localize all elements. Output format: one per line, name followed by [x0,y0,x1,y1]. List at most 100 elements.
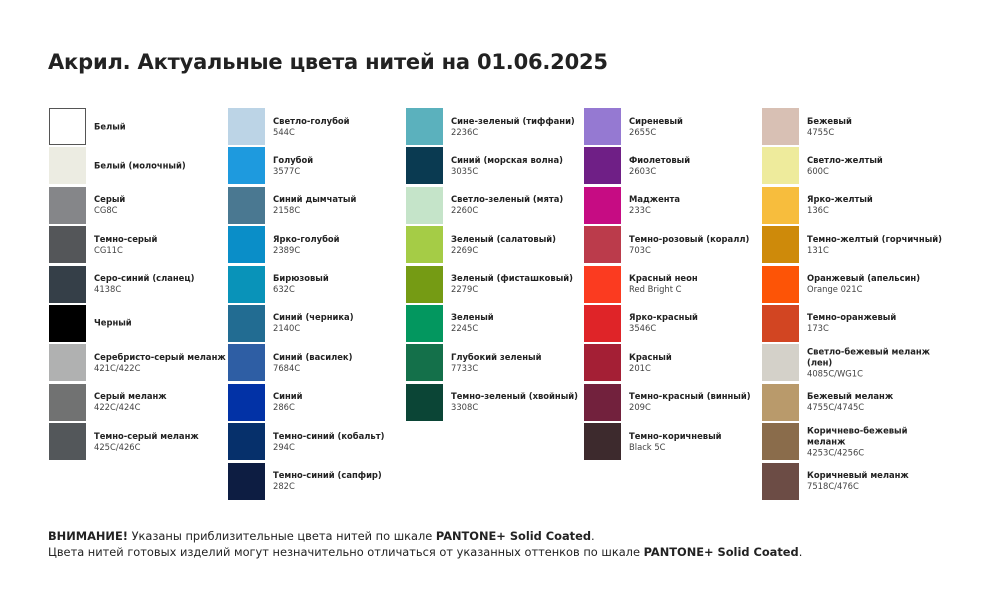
note-end: . [590,529,595,543]
pantone-code: 286C [273,402,295,413]
color-label: Сиреневый 2655C [629,116,769,138]
color-swatch [49,344,86,382]
color-item: Бежевый меланж 4755C/4745C [762,383,942,421]
color-name: Маджента [629,194,681,205]
color-swatch [762,186,799,224]
color-item: Темно-синий (кобальт) 294C [228,423,408,461]
color-column: Бежевый 4755C Светло-желтый 600C Ярко-желтый… [762,108,942,502]
color-name: Оранжевый (апельсин) [807,273,921,284]
color-item: Синий дымчатый 2158C [228,186,408,224]
color-name: Бежевый [807,115,852,126]
pantone-code: 2260C [451,205,479,216]
color-item: Зеленый (салатовый) 2269C [406,226,586,264]
color-swatch [406,344,443,382]
pantone-code: 7684C [273,362,301,373]
color-label: Ярко-красный 3546C [629,312,769,334]
pantone-code: 2140C [273,323,301,334]
pantone-code: 2269C [451,244,479,255]
color-name: Темно-синий (сапфир) [273,470,382,481]
color-label: Темно-синий (сапфир) 282C [273,470,413,492]
color-label: Темно-коричневый Black 5C [629,431,769,453]
color-swatch [228,226,265,264]
color-swatch [228,383,265,421]
color-name: Фиолетовый [629,154,691,165]
color-swatch [49,383,86,421]
pantone-code: 7733C [451,362,479,373]
color-item: Темно-синий (сапфир) 282C [228,462,408,500]
color-name: Темно-розовый (коралл) [629,233,750,244]
color-swatch [584,186,621,224]
color-swatch [406,186,443,224]
color-swatch [584,226,621,264]
color-name: Светло-желтый [807,154,883,165]
color-name: Черный [94,317,132,328]
color-item: Глубокий зеленый 7733C [406,344,586,382]
color-item: Серый меланж 422C/424C [49,383,229,421]
color-item: Светло-голубой 544C [228,108,408,145]
color-swatch [762,226,799,264]
color-item: Светло-желтый 600C [762,147,942,185]
color-name: Коричневый меланж [807,470,909,481]
pantone-code: 2389C [273,244,301,255]
color-item: Сиреневый 2655C [584,108,764,145]
color-swatch [228,423,265,461]
note-text: Цвета нитей готовых изделий могут незнач… [48,545,644,559]
pantone-code: 209C [629,402,651,413]
pantone-code: 3546C [629,323,657,334]
color-label: Серый меланж 422C/424C [94,391,234,413]
color-label: Серый CG8C [94,194,234,216]
color-name: Красный [629,351,672,362]
color-label: Оранжевый (апельсин) Orange 021C [807,273,947,295]
color-label: Синий (морская волна) 3035C [451,155,591,177]
pantone-code: 600C [807,165,829,176]
color-name: Темно-красный (винный) [629,391,751,402]
color-label: Фиолетовый 2603C [629,155,769,177]
color-swatch [228,344,265,382]
color-swatch [584,423,621,461]
color-name: Темно-синий (кобальт) [273,430,385,441]
color-label: Бежевый 4755C [807,116,947,138]
color-name: Синий дымчатый [273,194,357,205]
color-item: Серый CG8C [49,186,229,224]
pantone-code: 2279C [451,284,479,295]
color-item: Темно-оранжевый 173C [762,304,942,342]
color-item: Зеленый 2245C [406,304,586,342]
pantone-code: 421C/422C [94,362,141,373]
color-swatch [584,304,621,342]
color-column: Сине-зеленый (тиффани) 2236C Синий (морска… [406,108,586,423]
color-item: Синий 286C [228,383,408,421]
pantone-code: 3308C [451,402,479,413]
color-swatch [584,147,621,185]
color-name: Сиреневый [629,115,683,126]
color-label: Зеленый (фисташковый) 2279C [451,273,591,295]
color-swatch [406,108,443,145]
color-label: Бирюзовый 632C [273,273,413,295]
color-label: Глубокий зеленый 7733C [451,352,591,374]
color-swatch [49,186,86,224]
color-swatch [228,147,265,185]
color-column: Светло-голубой 544C Голубой 3577C Синий дымч… [228,108,408,502]
color-label: Коричнево-бежевый меланж 4253C/4256C [807,425,947,458]
color-column: Сиреневый 2655C Фиолетовый 2603C Маджента 233… [584,108,764,463]
color-item: Темно-зеленый (хвойный) 3308C [406,383,586,421]
color-item: Белый [49,108,229,145]
pantone-code: 136C [807,205,829,216]
color-item: Зеленый (фисташковый) 2279C [406,265,586,303]
color-label: Коричневый меланж 7518C/476C [807,470,947,492]
color-label: Темно-серый меланж 425C/426C [94,431,234,453]
pantone-code: 703C [629,244,651,255]
color-label: Темно-зеленый (хвойный) 3308C [451,391,591,413]
pantone-code: 173C [807,323,829,334]
color-label: Сине-зеленый (тиффани) 2236C [451,116,591,138]
color-item: Темно-красный (винный) 209C [584,383,764,421]
color-name: Зеленый [451,312,494,323]
color-item: Синий (морская волна) 3035C [406,147,586,185]
color-label: Синий (черника) 2140C [273,312,413,334]
pantone-code: 4253C/4256C [807,447,865,458]
color-label: Зеленый (салатовый) 2269C [451,234,591,256]
color-item: Голубой 3577C [228,147,408,185]
color-name: Белый [94,121,126,131]
color-label: Светло-бежевый меланж (лен) 4085C/WG1C [807,346,947,379]
color-label: Ярко-голубой 2389C [273,234,413,256]
color-item: Оранжевый (апельсин) Orange 021C [762,265,942,303]
